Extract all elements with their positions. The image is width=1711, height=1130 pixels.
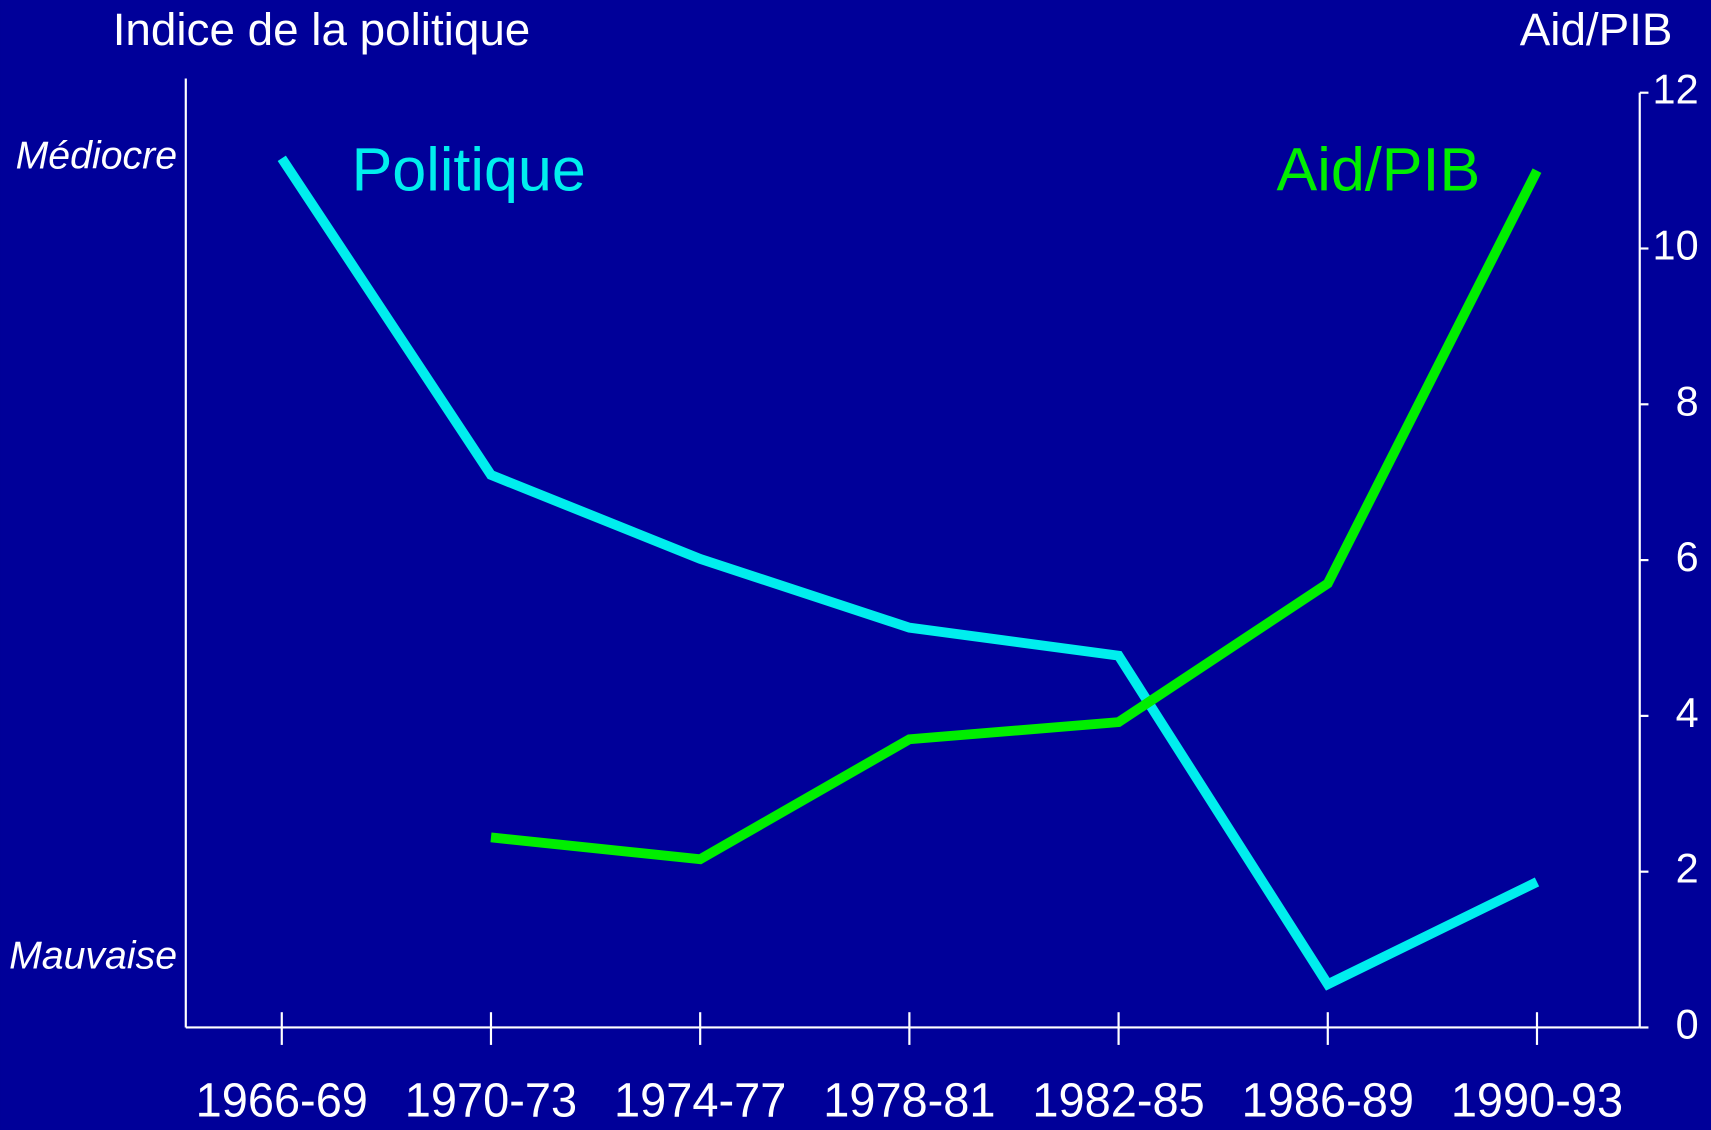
x-tick-label: 1978-81 bbox=[823, 1074, 995, 1127]
x-tick-label: 1982-85 bbox=[1032, 1074, 1204, 1127]
y2-tick-label: 4 bbox=[1676, 689, 1699, 736]
y-tick-label: Mauvaise bbox=[9, 933, 177, 977]
x-tick-label: 1970-73 bbox=[405, 1074, 577, 1127]
x-tick-label: 1990-93 bbox=[1451, 1074, 1623, 1127]
x-tick-label: 1986-89 bbox=[1242, 1074, 1414, 1127]
y2-axis-title: Aid/PIB bbox=[1520, 4, 1673, 55]
y-axis-title: Indice de la politique bbox=[113, 4, 531, 55]
line-series bbox=[490, 168, 1542, 865]
y2-tick-label: 12 bbox=[1653, 66, 1699, 113]
x-tick-label: 1974-77 bbox=[614, 1074, 786, 1127]
line-series bbox=[277, 155, 1540, 991]
y2-tick-label: 8 bbox=[1676, 377, 1699, 424]
y2-tick-label: 6 bbox=[1676, 533, 1699, 580]
y2-tick-label: 0 bbox=[1676, 1000, 1699, 1047]
y2-tick-label: 2 bbox=[1676, 845, 1699, 892]
x-tick-label: 1966-69 bbox=[196, 1074, 368, 1127]
y-tick-label: Médiocre bbox=[16, 134, 177, 178]
y2-tick-label: 10 bbox=[1653, 221, 1699, 268]
series-label: Politique bbox=[352, 136, 586, 204]
series-label: Aid/PIB bbox=[1277, 136, 1481, 204]
